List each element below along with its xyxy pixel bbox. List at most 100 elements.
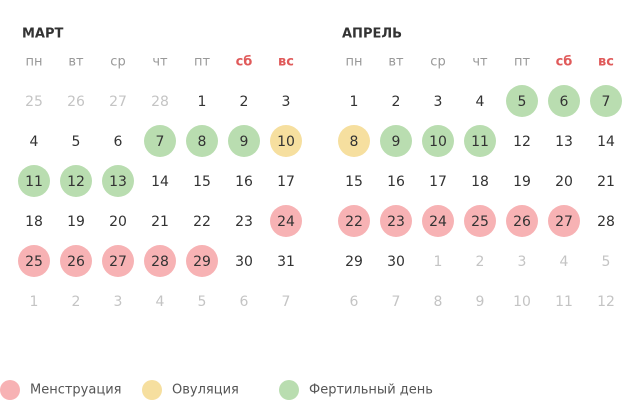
legend-label: Овуляция (172, 383, 239, 398)
day[interactable]: 13 (555, 134, 573, 150)
day[interactable]: 31 (277, 254, 295, 270)
day-marker (144, 245, 176, 277)
day-marker (422, 205, 454, 237)
weekday: вс (278, 55, 294, 70)
day[interactable]: 24 (277, 214, 295, 230)
day[interactable]: 5 (72, 134, 81, 150)
day[interactable]: 3 (434, 94, 443, 110)
day[interactable]: 21 (151, 214, 169, 230)
day: 2 (72, 294, 81, 310)
day[interactable]: 23 (387, 214, 405, 230)
day[interactable]: 16 (387, 174, 405, 190)
day[interactable]: 9 (392, 134, 401, 150)
day-marker (102, 165, 134, 197)
day[interactable]: 13 (109, 174, 127, 190)
day[interactable]: 22 (345, 214, 363, 230)
day: 28 (151, 94, 169, 110)
day: 12 (597, 294, 615, 310)
day-marker (60, 165, 92, 197)
day-marker (380, 125, 412, 157)
day-marker (102, 245, 134, 277)
month-title: АПРЕЛЬ (342, 27, 402, 42)
day[interactable]: 2 (240, 94, 249, 110)
day: 7 (392, 294, 401, 310)
weekday: чт (472, 55, 488, 70)
day[interactable]: 12 (67, 174, 85, 190)
legend-swatch (279, 380, 299, 400)
day[interactable]: 8 (350, 134, 359, 150)
day-marker (380, 205, 412, 237)
day[interactable]: 12 (513, 134, 531, 150)
day[interactable]: 20 (109, 214, 127, 230)
day-marker (228, 125, 260, 157)
day[interactable]: 6 (114, 134, 123, 150)
day[interactable]: 11 (25, 174, 43, 190)
day-marker (338, 125, 370, 157)
day[interactable]: 10 (429, 134, 447, 150)
day[interactable]: 26 (67, 254, 85, 270)
day-marker (548, 85, 580, 117)
day-marker (464, 205, 496, 237)
day[interactable]: 18 (25, 214, 43, 230)
day[interactable]: 10 (277, 134, 295, 150)
day-marker (144, 125, 176, 157)
day[interactable]: 28 (151, 254, 169, 270)
day[interactable]: 29 (345, 254, 363, 270)
day-marker (506, 85, 538, 117)
day[interactable]: 21 (597, 174, 615, 190)
day-marker (186, 125, 218, 157)
day: 4 (156, 294, 165, 310)
day[interactable]: 14 (597, 134, 615, 150)
day[interactable]: 25 (471, 214, 489, 230)
day[interactable]: 22 (193, 214, 211, 230)
day: 6 (240, 294, 249, 310)
day-marker (60, 245, 92, 277)
day[interactable]: 27 (109, 254, 127, 270)
day: 7 (282, 294, 291, 310)
day[interactable]: 23 (235, 214, 253, 230)
day: 9 (476, 294, 485, 310)
day[interactable]: 18 (471, 174, 489, 190)
day[interactable]: 30 (235, 254, 253, 270)
day[interactable]: 2 (392, 94, 401, 110)
day[interactable]: 16 (235, 174, 253, 190)
day[interactable]: 17 (429, 174, 447, 190)
day[interactable]: 24 (429, 214, 447, 230)
day[interactable]: 27 (555, 214, 573, 230)
day[interactable]: 11 (471, 134, 489, 150)
day[interactable]: 1 (350, 94, 359, 110)
day-marker (464, 125, 496, 157)
day: 2 (476, 254, 485, 270)
legend-label: Менструация (30, 383, 121, 398)
day[interactable]: 6 (560, 94, 569, 110)
day[interactable]: 7 (156, 134, 165, 150)
day[interactable]: 15 (345, 174, 363, 190)
day[interactable]: 15 (193, 174, 211, 190)
day[interactable]: 19 (67, 214, 85, 230)
day[interactable]: 7 (602, 94, 611, 110)
weekday: чт (152, 55, 168, 70)
legend-label: Фертильный день (309, 383, 433, 398)
day[interactable]: 28 (597, 214, 615, 230)
day-marker (506, 205, 538, 237)
day[interactable]: 17 (277, 174, 295, 190)
day[interactable]: 30 (387, 254, 405, 270)
day[interactable]: 5 (518, 94, 527, 110)
day-marker (548, 205, 580, 237)
day[interactable]: 29 (193, 254, 211, 270)
day[interactable]: 8 (198, 134, 207, 150)
day[interactable]: 19 (513, 174, 531, 190)
day[interactable]: 1 (198, 94, 207, 110)
day[interactable]: 4 (30, 134, 39, 150)
day[interactable]: 14 (151, 174, 169, 190)
day: 3 (518, 254, 527, 270)
day[interactable]: 20 (555, 174, 573, 190)
day[interactable]: 9 (240, 134, 249, 150)
legend-swatch (0, 380, 20, 400)
weekday: сб (556, 55, 573, 70)
day[interactable]: 3 (282, 94, 291, 110)
day[interactable]: 25 (25, 254, 43, 270)
day[interactable]: 26 (513, 214, 531, 230)
day[interactable]: 4 (476, 94, 485, 110)
